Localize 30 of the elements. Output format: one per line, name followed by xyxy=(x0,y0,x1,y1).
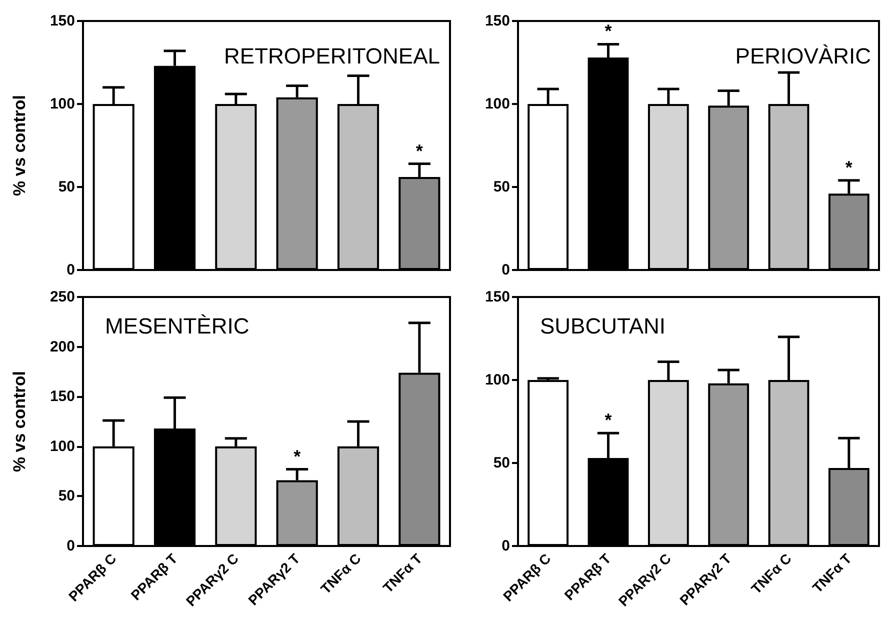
y-tick-label: 50 xyxy=(493,454,510,472)
y-tick-label: 200 xyxy=(50,338,75,356)
y-tick-label: 50 xyxy=(493,178,510,196)
annotation: * xyxy=(604,410,612,430)
y-tick-label: 0 xyxy=(66,262,75,278)
text: SUBCUTANI xyxy=(540,314,666,338)
y-tick-label: 150 xyxy=(50,388,75,406)
y-axis-title: % vs control xyxy=(10,94,29,196)
annotation: * xyxy=(416,140,423,161)
y-tick-label: 100 xyxy=(50,438,75,455)
annotation: * xyxy=(604,21,612,42)
y-tick-label: 150 xyxy=(484,12,510,30)
y-tick-label: 250 xyxy=(50,288,75,306)
annotation: * xyxy=(845,157,852,178)
y-tick-label: 100 xyxy=(484,372,510,388)
y-tick-label: 100 xyxy=(50,96,75,112)
y-tick-label: 50 xyxy=(58,178,75,196)
text: PERIOVÀRIC xyxy=(735,44,872,68)
bar xyxy=(528,380,569,546)
text: RETROPERITONEAL xyxy=(224,44,440,68)
y-tick-label: 50 xyxy=(58,488,75,505)
y-axis-title: % vs control xyxy=(10,370,29,472)
y-tick-label: 0 xyxy=(66,538,75,554)
y-tick-label: 0 xyxy=(502,262,510,278)
y-tick-label: 0 xyxy=(502,538,510,554)
text: MESENTÈRIC xyxy=(105,314,250,338)
y-tick-label: 150 xyxy=(484,288,510,306)
y-tick-label: 150 xyxy=(50,12,75,30)
y-tick-label: 100 xyxy=(484,96,510,112)
annotation: * xyxy=(294,446,301,466)
